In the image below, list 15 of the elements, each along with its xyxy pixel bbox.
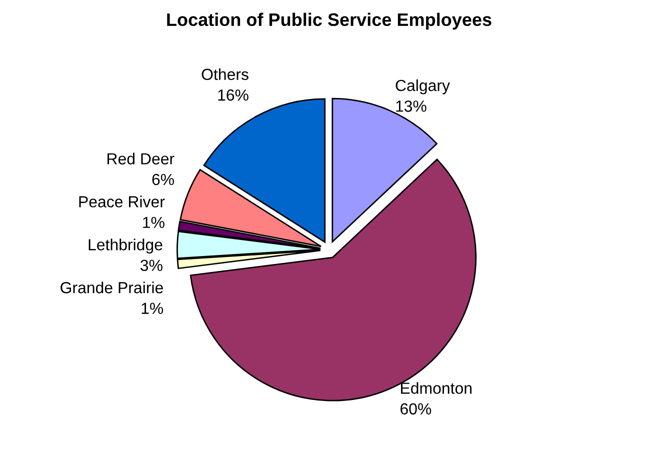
slice-label: Grande Prairie [60, 282, 163, 294]
slice-label: Red Deer [108, 152, 174, 164]
data-label: 3% [140, 260, 162, 272]
data-label: 6% [152, 174, 174, 186]
slice-label: Edmonton [401, 382, 472, 394]
slice-label: Others [202, 68, 248, 80]
data-label: 1% [143, 216, 164, 228]
slice-label: Peace River [79, 196, 165, 208]
slice-label: Lethbridge [88, 238, 162, 254]
data-label: 13% [396, 100, 426, 112]
data-label: 1% [142, 302, 164, 314]
data-label: 16% [218, 89, 248, 101]
slice-label: Calgary [396, 79, 450, 94]
data-label: 60% [400, 403, 432, 415]
chart-title: Location of Public Service Employees [167, 12, 492, 30]
